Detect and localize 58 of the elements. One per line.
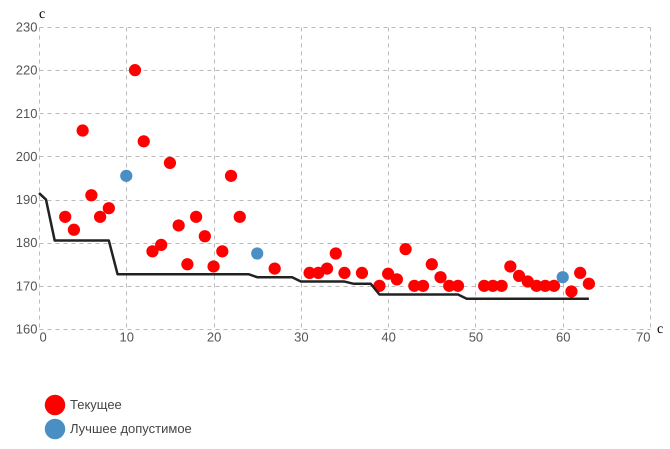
point <box>190 210 202 223</box>
legend-label: Лучшее допустимое <box>70 421 192 436</box>
point <box>76 124 89 137</box>
point <box>390 273 403 286</box>
x-tick-label: 20 <box>206 330 222 344</box>
point <box>268 262 281 275</box>
x-tick-label: 50 <box>468 330 484 344</box>
x-tick-label: 40 <box>381 330 396 344</box>
point <box>138 135 150 148</box>
point <box>198 230 211 242</box>
point <box>338 266 351 280</box>
point <box>234 210 246 223</box>
point <box>382 268 394 280</box>
x-tick-label: 10 <box>120 330 134 344</box>
point <box>512 270 526 282</box>
line-series <box>38 192 590 300</box>
y-tick-label: 160 <box>16 322 38 336</box>
y-tick-label: 190 <box>16 192 38 208</box>
y-tick-label: 230 <box>16 20 38 34</box>
x-tick-label: 30 <box>294 330 309 344</box>
point <box>172 219 185 232</box>
point <box>504 260 516 273</box>
point <box>224 170 238 182</box>
point <box>94 210 106 223</box>
point <box>556 271 569 284</box>
point <box>320 262 334 275</box>
point <box>426 258 438 270</box>
x-tick-label: 60 <box>556 330 570 344</box>
x-axis-title: с <box>657 322 664 337</box>
legend-label: Текущее <box>70 397 122 412</box>
point <box>565 285 578 298</box>
point <box>68 224 80 236</box>
x-tick-label: 70 <box>636 330 650 344</box>
y-tick-label: 220 <box>16 62 38 78</box>
y-axis-title: с <box>39 7 46 22</box>
point <box>356 266 368 280</box>
y-tick-label: 180 <box>16 235 38 250</box>
point <box>146 245 159 258</box>
y-tick-label: 170 <box>16 278 38 294</box>
point <box>434 271 447 284</box>
point <box>399 243 412 256</box>
point <box>128 64 142 76</box>
point <box>164 156 176 170</box>
x-tick-label: 0 <box>40 330 47 344</box>
point <box>216 245 228 258</box>
point <box>85 189 98 202</box>
point <box>207 260 220 273</box>
point <box>155 238 168 251</box>
point <box>330 247 342 260</box>
y-tick-label: 200 <box>16 148 38 164</box>
point <box>181 258 194 270</box>
point <box>582 278 596 290</box>
point <box>574 266 586 280</box>
point <box>59 210 72 223</box>
point <box>120 170 132 182</box>
point <box>251 247 264 260</box>
y-tick-label: 210 <box>16 106 38 121</box>
point <box>102 202 115 214</box>
